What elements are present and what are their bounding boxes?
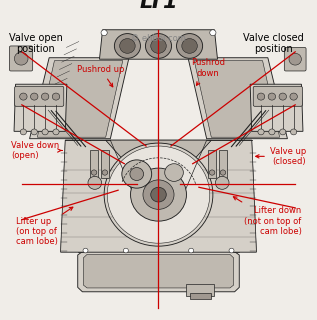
Bar (190, 293, 211, 299)
Polygon shape (29, 58, 129, 139)
Circle shape (130, 168, 144, 180)
Circle shape (122, 160, 152, 188)
Circle shape (83, 248, 88, 253)
Circle shape (269, 129, 275, 135)
Polygon shape (188, 58, 288, 139)
Circle shape (258, 129, 264, 135)
Text: Pushrod
down: Pushrod down (191, 58, 225, 85)
Circle shape (123, 248, 128, 253)
Polygon shape (106, 140, 211, 199)
Circle shape (42, 129, 48, 135)
Circle shape (91, 170, 97, 175)
FancyBboxPatch shape (284, 47, 306, 71)
Text: © ehboi.com: © ehboi.com (131, 34, 186, 43)
Polygon shape (100, 30, 217, 59)
Circle shape (143, 180, 174, 209)
Circle shape (20, 129, 26, 135)
Circle shape (177, 34, 203, 58)
Circle shape (14, 52, 28, 65)
Circle shape (229, 248, 234, 253)
Polygon shape (158, 140, 256, 252)
Text: Valve closed
position: Valve closed position (243, 33, 304, 54)
Circle shape (290, 129, 297, 135)
Polygon shape (61, 140, 158, 252)
Text: LT1: LT1 (139, 0, 178, 12)
Circle shape (215, 176, 229, 189)
Circle shape (20, 93, 27, 100)
Circle shape (101, 30, 107, 36)
Bar (90, 150, 98, 179)
Polygon shape (250, 84, 303, 131)
Circle shape (104, 143, 213, 246)
Text: Lifter up
(on top of
cam lobe): Lifter up (on top of cam lobe) (16, 207, 73, 246)
Polygon shape (78, 251, 239, 292)
Circle shape (146, 34, 171, 58)
Circle shape (290, 93, 297, 100)
Circle shape (189, 248, 194, 253)
Text: Pushrod up: Pushrod up (77, 65, 125, 87)
Bar (219, 150, 227, 179)
Text: Valve open
position: Valve open position (9, 33, 63, 54)
Circle shape (102, 170, 108, 175)
Circle shape (131, 168, 186, 221)
Bar (186, 284, 214, 296)
Circle shape (182, 39, 197, 53)
Circle shape (280, 129, 286, 135)
Bar (208, 150, 216, 179)
Circle shape (210, 30, 216, 36)
Text: Valve down
(open): Valve down (open) (11, 141, 62, 160)
Circle shape (31, 129, 37, 135)
Polygon shape (83, 254, 234, 288)
FancyBboxPatch shape (253, 86, 302, 106)
Circle shape (151, 39, 166, 53)
Circle shape (209, 170, 215, 175)
Circle shape (165, 164, 183, 181)
Circle shape (107, 146, 210, 243)
Text: Valve up
(closed): Valve up (closed) (256, 147, 306, 166)
Circle shape (53, 129, 59, 135)
Polygon shape (61, 140, 256, 252)
Circle shape (151, 187, 166, 202)
Polygon shape (37, 61, 123, 137)
Circle shape (268, 93, 275, 100)
Circle shape (114, 34, 140, 58)
Polygon shape (14, 84, 67, 131)
Circle shape (257, 93, 265, 100)
Circle shape (88, 176, 102, 189)
FancyBboxPatch shape (15, 86, 64, 106)
Circle shape (279, 93, 287, 100)
Circle shape (220, 170, 226, 175)
Circle shape (30, 93, 38, 100)
Circle shape (52, 93, 60, 100)
Polygon shape (194, 61, 280, 137)
Circle shape (42, 93, 49, 100)
Text: Lifter down
(not on top of
cam lobe): Lifter down (not on top of cam lobe) (233, 197, 301, 236)
Circle shape (120, 39, 135, 53)
Bar (101, 150, 109, 179)
FancyBboxPatch shape (10, 46, 33, 71)
Circle shape (289, 53, 301, 65)
